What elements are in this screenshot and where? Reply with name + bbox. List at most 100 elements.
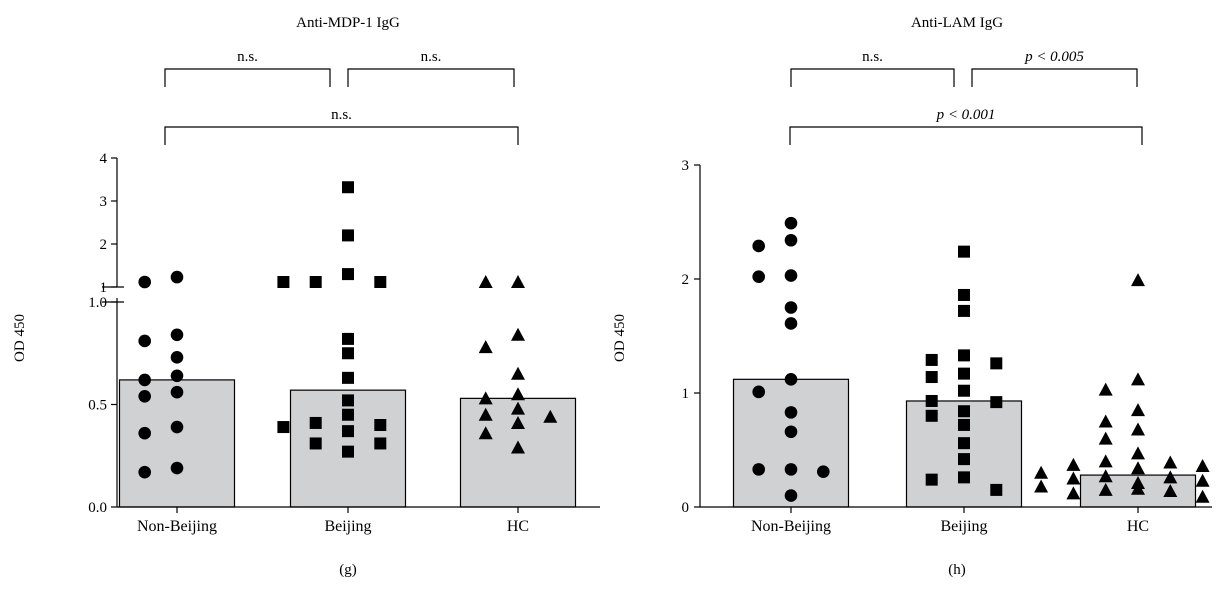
data-point-hc bbox=[1098, 454, 1113, 468]
comparison-nonbeijing-beijing-label: n.s. bbox=[862, 49, 883, 65]
data-point-hc bbox=[1098, 482, 1113, 496]
y-tick-label: 4 bbox=[100, 151, 108, 167]
data-point-beijing bbox=[342, 268, 354, 281]
data-point-hc bbox=[511, 415, 525, 429]
data-point-hc bbox=[1163, 470, 1178, 484]
data-point-beijing bbox=[990, 357, 1003, 370]
data-point-non-beijing bbox=[138, 426, 151, 440]
data-point-non-beijing bbox=[784, 463, 798, 476]
x-tick-label: Non-Beijing bbox=[137, 518, 217, 535]
data-point-hc bbox=[1098, 414, 1113, 428]
data-point-beijing bbox=[958, 349, 970, 362]
data-point-hc bbox=[1131, 273, 1145, 287]
data-point-beijing bbox=[958, 304, 970, 317]
data-point-hc bbox=[511, 440, 525, 454]
data-point-hc bbox=[1131, 422, 1145, 436]
data-point-beijing bbox=[342, 394, 354, 407]
data-point-beijing bbox=[958, 288, 970, 301]
comparison-beijing-hc-label: p < 0.005 bbox=[1024, 49, 1084, 65]
data-point-beijing bbox=[342, 445, 354, 458]
x-tick-label: HC bbox=[507, 518, 529, 535]
data-point-non-beijing bbox=[784, 269, 798, 282]
data-point-beijing bbox=[958, 453, 970, 466]
chart-title: Anti-MDP-1 IgG bbox=[296, 15, 400, 31]
y-tick-label: 1.0 bbox=[88, 295, 107, 311]
y-tick-label: 3 bbox=[682, 158, 690, 174]
data-point-beijing bbox=[990, 396, 1003, 409]
y-tick-label: 2 bbox=[682, 272, 690, 288]
data-point-hc bbox=[1066, 471, 1081, 485]
data-point-non-beijing bbox=[784, 301, 798, 314]
y-tick-label: 3 bbox=[100, 194, 108, 210]
data-point-non-beijing bbox=[138, 275, 151, 289]
comparison-nonbeijing-beijing-label: n.s. bbox=[237, 49, 258, 65]
data-point-non-beijing bbox=[170, 351, 184, 364]
data-point-hc bbox=[511, 327, 525, 341]
comparison-nonbeijing-hc-line bbox=[164, 126, 519, 145]
y-tick-label: 0.0 bbox=[88, 500, 107, 516]
data-point-non-beijing bbox=[752, 463, 765, 476]
data-point-beijing bbox=[958, 384, 970, 397]
y-tick-label: 1 bbox=[100, 280, 108, 296]
data-point-hc bbox=[543, 409, 558, 423]
data-point-beijing bbox=[309, 276, 322, 288]
data-point-non-beijing bbox=[138, 334, 151, 348]
data-point-non-beijing bbox=[138, 373, 151, 387]
y-tick-label: 0 bbox=[682, 500, 690, 516]
data-point-beijing bbox=[277, 421, 290, 434]
data-point-non-beijing bbox=[752, 270, 765, 284]
x-tick-label: HC bbox=[1127, 518, 1149, 535]
data-point-non-beijing bbox=[784, 489, 798, 502]
data-point-beijing bbox=[958, 418, 970, 431]
data-point-non-beijing bbox=[784, 317, 798, 330]
data-point-beijing bbox=[342, 332, 354, 345]
data-point-non-beijing bbox=[138, 390, 151, 403]
data-point-hc bbox=[478, 391, 493, 405]
data-point-hc bbox=[511, 387, 525, 401]
y-axis-label: OD 450 bbox=[612, 314, 628, 362]
data-point-hc bbox=[1131, 372, 1145, 386]
panel-g-anti-mdp1: Anti-MDP-1 IgG 0.0 0.5 1.01 2 3 4 Non-Beijing Be… bbox=[12, 15, 600, 578]
comparison-nonbeijing-hc-line bbox=[789, 126, 1143, 145]
data-point-beijing bbox=[374, 437, 387, 450]
data-point-beijing bbox=[342, 408, 354, 421]
comparison-nonbeijing-beijing-line bbox=[790, 68, 955, 87]
data-point-beijing bbox=[925, 394, 938, 407]
data-point-hc bbox=[1098, 469, 1113, 483]
panel-label: (h) bbox=[948, 562, 966, 578]
data-point-hc bbox=[1131, 461, 1145, 475]
data-point-hc bbox=[1034, 465, 1049, 479]
data-point-beijing bbox=[925, 353, 938, 366]
x-tick-label: Beijing bbox=[940, 518, 987, 535]
y-tick-label: 0.5 bbox=[88, 398, 107, 414]
data-point-beijing bbox=[925, 371, 938, 384]
data-point-beijing bbox=[925, 473, 938, 486]
comparison-nonbeijing-hc-label: p < 0.001 bbox=[936, 107, 996, 123]
data-point-hc bbox=[1131, 481, 1145, 495]
data-point-hc bbox=[511, 401, 525, 415]
data-point-hc bbox=[478, 407, 493, 421]
data-point-hc bbox=[1098, 382, 1113, 396]
data-point-beijing bbox=[958, 367, 970, 380]
data-point-non-beijing bbox=[170, 420, 184, 434]
data-point-beijing bbox=[342, 229, 354, 242]
data-point-beijing bbox=[309, 416, 322, 429]
panel-label: (g) bbox=[339, 562, 357, 578]
y-tick-label: 2 bbox=[100, 237, 108, 253]
data-point-non-beijing bbox=[170, 270, 184, 284]
data-point-non-beijing bbox=[784, 425, 798, 439]
data-point-hc bbox=[1195, 473, 1210, 487]
data-point-hc bbox=[1163, 455, 1178, 469]
data-point-hc bbox=[1195, 489, 1210, 503]
data-point-hc bbox=[1034, 479, 1049, 493]
data-point-beijing bbox=[342, 181, 354, 194]
data-point-hc bbox=[478, 340, 493, 354]
data-point-beijing bbox=[342, 347, 354, 360]
comparison-nonbeijing-hc-label: n.s. bbox=[331, 107, 352, 123]
x-tick-label: Beijing bbox=[324, 518, 371, 535]
data-point-beijing bbox=[374, 276, 387, 288]
data-point-hc bbox=[1163, 484, 1178, 498]
y-axis-label: OD 450 bbox=[12, 314, 28, 362]
data-point-hc bbox=[511, 366, 525, 380]
